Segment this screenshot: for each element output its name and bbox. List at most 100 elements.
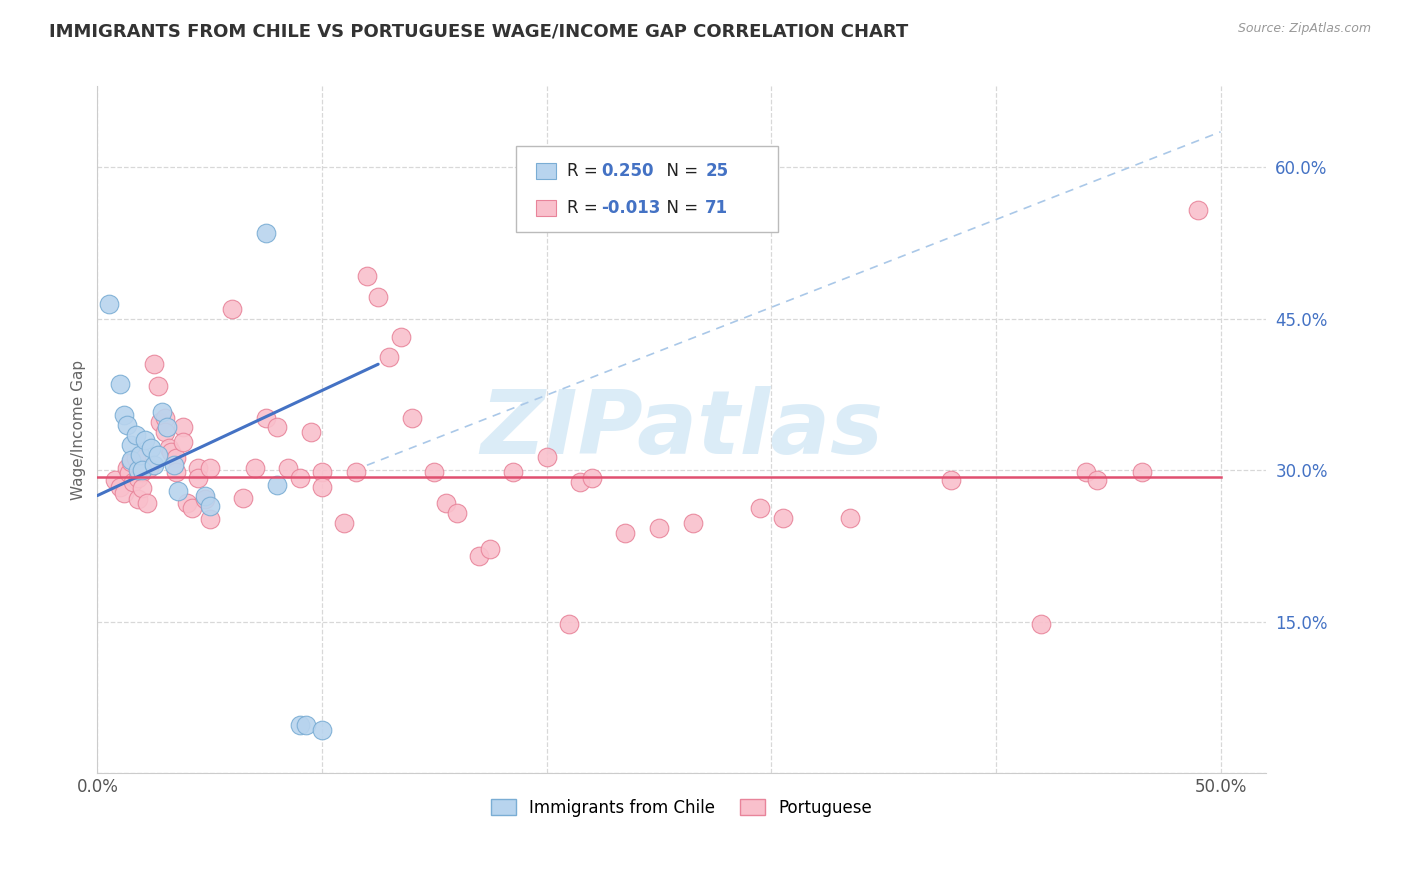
Point — [180, 500, 202, 515]
Point — [502, 466, 524, 480]
Y-axis label: Wage/Income Gap: Wage/Income Gap — [72, 359, 86, 500]
Point — [423, 466, 446, 480]
Point — [1029, 616, 1052, 631]
Point — [115, 461, 138, 475]
Point — [142, 458, 165, 473]
Point — [194, 491, 217, 506]
Point — [172, 435, 194, 450]
Point — [198, 461, 221, 475]
Point — [1085, 474, 1108, 488]
Point — [254, 226, 277, 240]
Point — [187, 471, 209, 485]
Point — [120, 455, 142, 469]
Point — [142, 357, 165, 371]
Point — [97, 296, 120, 310]
Text: 0.250: 0.250 — [602, 162, 654, 180]
Point — [104, 474, 127, 488]
Point — [124, 451, 146, 466]
Point — [356, 269, 378, 284]
Point — [648, 521, 671, 535]
Point — [434, 496, 457, 510]
Point — [172, 420, 194, 434]
Point — [939, 474, 962, 488]
Point — [389, 330, 412, 344]
Point — [149, 415, 172, 429]
Point — [198, 499, 221, 513]
Point — [367, 289, 389, 303]
Point — [165, 466, 187, 480]
Point — [288, 471, 311, 485]
Text: -0.013: -0.013 — [602, 199, 661, 217]
Text: Source: ZipAtlas.com: Source: ZipAtlas.com — [1237, 22, 1371, 36]
Point — [682, 516, 704, 530]
Point — [288, 718, 311, 732]
Point — [176, 496, 198, 510]
Point — [1130, 466, 1153, 480]
Text: 71: 71 — [706, 199, 728, 217]
Point — [146, 448, 169, 462]
Text: N =: N = — [657, 199, 703, 217]
Text: 25: 25 — [706, 162, 728, 180]
Point — [277, 461, 299, 475]
Point — [134, 433, 156, 447]
Point — [163, 458, 186, 473]
Point — [131, 466, 153, 480]
Text: IMMIGRANTS FROM CHILE VS PORTUGUESE WAGE/INCOME GAP CORRELATION CHART: IMMIGRANTS FROM CHILE VS PORTUGUESE WAGE… — [49, 22, 908, 40]
Point — [120, 438, 142, 452]
Point — [536, 450, 558, 465]
Point — [131, 463, 153, 477]
Point — [108, 377, 131, 392]
Point — [156, 420, 179, 434]
Point — [311, 481, 333, 495]
Point — [127, 471, 149, 485]
Point — [344, 466, 367, 480]
Point — [558, 616, 581, 631]
Point — [112, 485, 135, 500]
Point — [311, 466, 333, 480]
Point — [167, 483, 190, 498]
Point — [266, 420, 288, 434]
Point — [187, 461, 209, 475]
Point — [311, 723, 333, 737]
Point — [129, 448, 152, 462]
Point — [378, 350, 401, 364]
Point — [221, 301, 243, 316]
Point — [165, 451, 187, 466]
Point — [141, 441, 163, 455]
Point — [131, 482, 153, 496]
Point — [254, 410, 277, 425]
Point — [194, 489, 217, 503]
Point — [115, 417, 138, 432]
Point — [243, 461, 266, 475]
Point — [120, 453, 142, 467]
Text: R =: R = — [568, 162, 603, 180]
Point — [614, 525, 637, 540]
Legend: Immigrants from Chile, Portuguese: Immigrants from Chile, Portuguese — [484, 792, 879, 823]
Point — [333, 516, 356, 530]
Point — [581, 471, 603, 485]
Point — [108, 481, 131, 495]
Text: R =: R = — [568, 199, 603, 217]
Point — [295, 718, 318, 732]
Point — [127, 463, 149, 477]
Point — [198, 512, 221, 526]
Point — [118, 467, 141, 481]
Point — [124, 428, 146, 442]
Point — [157, 441, 180, 455]
Point — [569, 475, 592, 490]
Point — [479, 542, 502, 557]
Point — [153, 425, 176, 439]
Text: ZIPatlas: ZIPatlas — [479, 386, 883, 474]
Point — [160, 445, 183, 459]
Point — [446, 506, 468, 520]
Point — [468, 549, 491, 564]
Point — [152, 405, 174, 419]
Point — [1074, 466, 1097, 480]
Point — [401, 410, 423, 425]
Point — [1187, 202, 1209, 217]
Point — [232, 491, 254, 505]
Text: N =: N = — [657, 162, 703, 180]
Point — [299, 425, 322, 439]
Point — [772, 510, 794, 524]
Point — [127, 491, 149, 506]
